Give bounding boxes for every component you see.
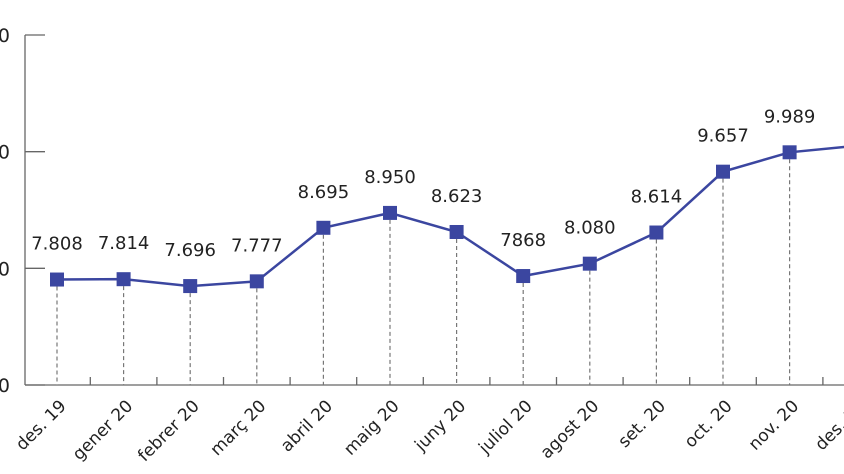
x-tick-label: agost 20 bbox=[537, 396, 604, 463]
y-tick-label: 8.000 bbox=[0, 258, 10, 280]
data-label: 8.614 bbox=[631, 187, 683, 208]
x-tick-label: des. 20 bbox=[811, 396, 844, 454]
data-label: 9.989 bbox=[764, 106, 816, 127]
data-point-marker bbox=[782, 145, 797, 160]
data-point-marker bbox=[116, 272, 131, 287]
data-label: 8.695 bbox=[298, 182, 350, 203]
x-tick-label: febrer 20 bbox=[134, 396, 204, 466]
x-tick-label: nov. 20 bbox=[745, 396, 803, 454]
data-point-marker bbox=[716, 164, 730, 179]
x-tick-label: oct. 20 bbox=[681, 396, 737, 452]
data-point-marker bbox=[582, 256, 597, 271]
x-tick-label: gener 20 bbox=[69, 396, 137, 464]
x-tick-label: abril 20 bbox=[277, 396, 337, 456]
data-point-marker bbox=[183, 279, 198, 294]
data-point-marker bbox=[649, 225, 664, 240]
x-tick-label: set. 20 bbox=[614, 396, 669, 451]
data-point-marker bbox=[449, 224, 464, 239]
data-label: 8.080 bbox=[564, 218, 616, 239]
x-tick-label: març 20 bbox=[207, 396, 271, 460]
data-label: 7.777 bbox=[231, 235, 283, 256]
data-label: 7.808 bbox=[31, 234, 83, 255]
x-tick-label: des. 19 bbox=[12, 396, 70, 454]
data-point-marker bbox=[516, 269, 531, 284]
data-label: 7.814 bbox=[98, 233, 150, 254]
y-tick-label: 6.000 bbox=[0, 375, 10, 397]
data-label: 8.950 bbox=[364, 167, 416, 188]
data-label: 7.696 bbox=[164, 240, 216, 261]
y-tick-label: 12.000 bbox=[0, 25, 10, 47]
x-tick-label: juny 20 bbox=[410, 396, 470, 456]
x-tick-label: juliol 20 bbox=[474, 396, 536, 458]
data-point-marker bbox=[316, 220, 331, 235]
x-tick-label: maig 20 bbox=[340, 396, 403, 459]
data-point-marker bbox=[249, 274, 264, 289]
data-label: 8.623 bbox=[431, 186, 483, 207]
data-point-marker bbox=[50, 272, 64, 287]
data-label: 7868 bbox=[500, 230, 546, 251]
y-tick-label: 10.000 bbox=[0, 142, 10, 164]
data-label: 9.657 bbox=[697, 126, 749, 147]
data-point-marker bbox=[383, 205, 397, 220]
